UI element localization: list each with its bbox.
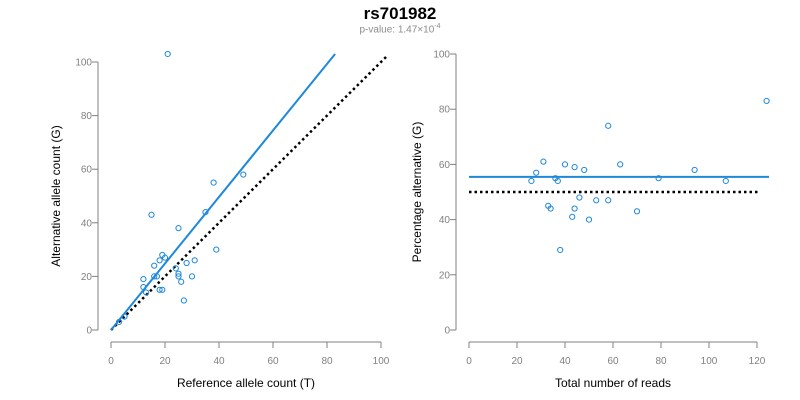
left-y-tick-label: 100 — [75, 58, 92, 69]
left-panel: 0 20 40 60 80 100 0 20 40 60 80 100 Reference allele… — [49, 50, 390, 390]
right-data-point — [561, 161, 569, 168]
left-data-point — [151, 262, 158, 269]
left-data-point — [210, 179, 217, 186]
left-y-tick-label: 80 — [81, 111, 93, 122]
chart-title: rs701982 — [363, 4, 437, 23]
left-x-tick-label: 0 — [108, 356, 114, 367]
left-data-point — [140, 284, 147, 291]
left-data-point — [175, 225, 182, 232]
right-y-tick-label: 100 — [433, 50, 450, 61]
right-data-point — [581, 166, 588, 174]
right-data-point — [557, 246, 564, 254]
left-data-point — [156, 257, 163, 264]
right-data-point — [722, 177, 729, 185]
left-data-point — [151, 273, 158, 280]
left-x-axis-label: Reference allele count (T) — [177, 376, 315, 390]
right-data-point — [763, 97, 770, 105]
left-data-point — [156, 286, 163, 293]
right-y-tick-label: 20 — [439, 270, 451, 281]
right-data-point — [547, 205, 554, 212]
right-data-point — [554, 177, 561, 185]
chart-subtitle: p-value: 1.47×10-4 — [0, 23, 800, 35]
left-data-point — [121, 313, 128, 320]
p-value-exponent: -4 — [434, 23, 441, 30]
left-fit-line — [110, 53, 336, 331]
left-x-tick-label: 80 — [321, 356, 333, 367]
left-data-point — [153, 273, 160, 280]
right-data-point — [691, 166, 698, 174]
right-x-axis-label: Total number of reads — [555, 376, 671, 390]
right-data-point — [617, 161, 624, 168]
right-data-point — [655, 175, 662, 182]
right-data-point — [571, 164, 578, 171]
left-x-tick-label: 20 — [159, 356, 171, 367]
left-data-point — [159, 286, 166, 293]
left-data-point — [213, 246, 220, 253]
left-data-point — [164, 50, 171, 58]
right-x-tick-label: 120 — [749, 356, 766, 367]
right-y-axis-label: Percentage alternative (G) — [410, 122, 424, 263]
left-data-point — [240, 171, 247, 178]
left-data-point — [188, 273, 196, 280]
left-reference-line — [110, 55, 388, 331]
right-y-tick-label: 60 — [439, 160, 451, 171]
left-data-point — [161, 254, 169, 261]
left-data-point — [178, 278, 185, 285]
right-x-tick-label: 40 — [559, 356, 571, 367]
right-data-point — [533, 169, 540, 176]
left-data-point — [175, 273, 182, 280]
right-data-point — [576, 194, 583, 201]
right-x-tick-label: 20 — [511, 356, 523, 367]
right-data-point — [585, 216, 593, 223]
right-data-point — [569, 213, 576, 220]
left-x-tick-label: 60 — [267, 356, 279, 367]
left-y-axis-label: Alternative allele count (G) — [49, 125, 63, 266]
left-y-tick-label: 40 — [81, 218, 93, 229]
right-x-tick-label: 60 — [607, 356, 619, 367]
left-data-point — [175, 270, 182, 277]
left-data-point — [180, 297, 187, 304]
right-data-point — [605, 197, 612, 204]
left-data-point — [172, 265, 179, 272]
right-data-point — [605, 122, 612, 129]
right-y-tick-label: 0 — [444, 326, 450, 337]
left-data-point — [191, 257, 198, 264]
right-x-tick-label: 100 — [701, 356, 718, 367]
right-data-point — [633, 208, 641, 215]
left-y-tick-label: 20 — [81, 272, 93, 283]
right-data-point — [528, 177, 535, 185]
right-x-tick-label: 80 — [655, 356, 667, 367]
left-data-point — [140, 275, 147, 283]
right-data-point — [593, 197, 600, 204]
left-y-tick-label: 60 — [81, 165, 93, 176]
left-data-point — [116, 318, 123, 326]
right-data-point — [571, 205, 578, 212]
left-x-tick-label: 100 — [373, 356, 390, 367]
right-y-tick-label: 80 — [439, 105, 451, 116]
right-panel: 0 20 40 60 80 100 120 0 20 40 60 80 100 Total number … — [410, 50, 770, 390]
left-x-tick-label: 40 — [213, 356, 225, 367]
left-data-point — [202, 208, 209, 216]
left-data-point — [143, 289, 150, 296]
left-data-point — [148, 211, 155, 218]
left-data-point — [183, 259, 190, 267]
right-x-tick-label: 0 — [466, 356, 472, 367]
right-data-point — [540, 158, 547, 165]
left-y-tick-label: 0 — [86, 326, 92, 337]
right-y-tick-label: 40 — [439, 215, 451, 226]
p-value-text: p-value: 1.47×10 — [359, 24, 435, 36]
